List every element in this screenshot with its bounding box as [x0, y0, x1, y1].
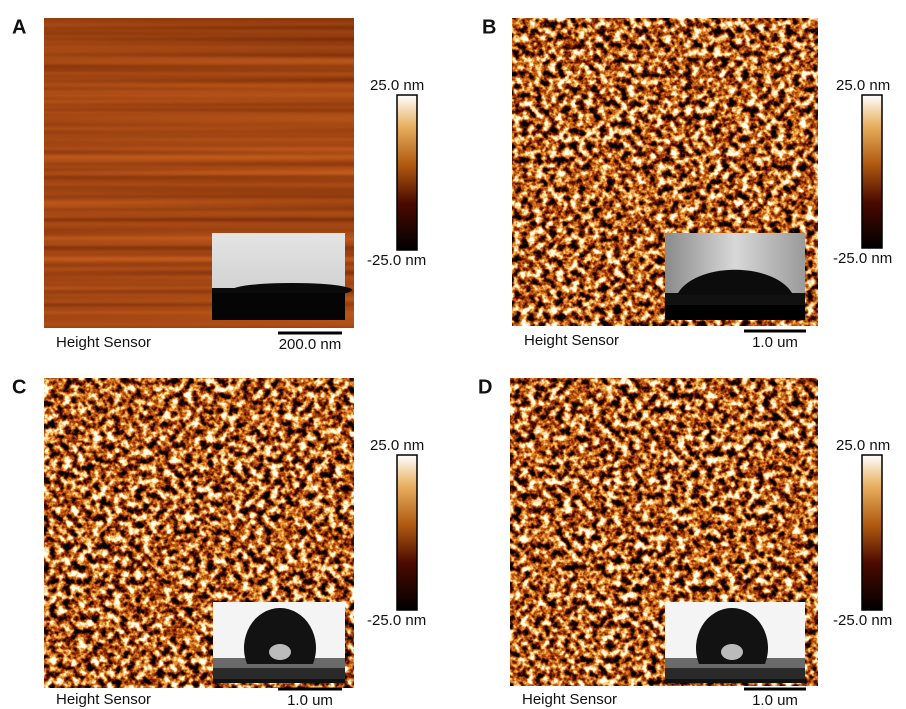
inset-edge — [665, 679, 805, 683]
contact-angle-inset — [212, 233, 352, 320]
colorbar — [397, 455, 417, 610]
colorbar-max-label: 25.0 nm — [370, 437, 424, 454]
inset-shadow — [212, 293, 345, 320]
colorbar-max-label: 25.0 nm — [370, 77, 424, 94]
colorbar-min-label: -25.0 nm — [833, 250, 892, 267]
scale-bar-label: 1.0 um — [752, 334, 798, 351]
panel-label: C — [12, 376, 26, 398]
contact-angle-inset — [665, 233, 805, 320]
panel-label: A — [12, 16, 26, 38]
channel-label: Height Sensor — [56, 691, 151, 708]
colorbar-min-label: -25.0 nm — [367, 252, 426, 269]
panel: A 25.0 nm -25.0 nm Height Sensor 200.0 nm — [12, 16, 426, 353]
channel-label: Height Sensor — [522, 691, 617, 708]
scale-bar-label: 200.0 nm — [279, 336, 342, 353]
colorbar — [862, 95, 882, 248]
panel: D 25.0 nm -25.0 nm Height Sensor 1.0 um — [478, 376, 892, 709]
panel: B 25.0 nm -25.0 nm Height Sensor 1.0 um — [482, 16, 892, 351]
panel-label: D — [478, 376, 492, 398]
scale-bar-label: 1.0 um — [287, 692, 333, 709]
colorbar-max-label: 25.0 nm — [836, 437, 890, 454]
colorbar-max-label: 25.0 nm — [836, 77, 890, 94]
colorbar — [397, 95, 417, 250]
droplet-highlight — [269, 644, 291, 660]
channel-label: Height Sensor — [524, 332, 619, 349]
inset-shadow — [665, 305, 805, 320]
colorbar — [862, 455, 882, 610]
colorbar-min-label: -25.0 nm — [367, 612, 426, 629]
contact-angle-inset — [213, 602, 345, 683]
scale-bar-label: 1.0 um — [752, 692, 798, 709]
figure: A 25.0 nm -25.0 nm Height Sensor 200.0 nm B 25… — [0, 0, 906, 709]
panel: C 25.0 nm -25.0 nm Height Sensor 1.0 um — [12, 376, 426, 709]
panel-label: B — [482, 16, 496, 38]
inset-edge — [213, 679, 345, 683]
channel-label: Height Sensor — [56, 334, 151, 351]
colorbar-min-label: -25.0 nm — [833, 612, 892, 629]
droplet-highlight — [721, 644, 743, 660]
contact-angle-inset — [665, 602, 805, 683]
